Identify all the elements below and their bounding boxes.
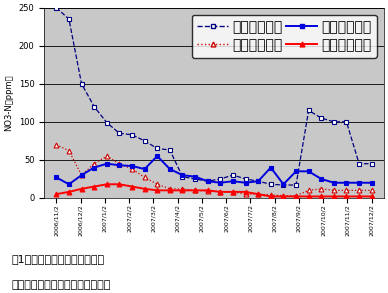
Legend: 慣行３０㎝深, 実証３０㎝深, 慣行７０㎝深, 実証７０㎝深: 慣行３０㎝深, 実証３０㎝深, 慣行７０㎝深, 実証７０㎝深 xyxy=(192,15,377,58)
Text: 図1　新栄培体系実証圃場での: 図1 新栄培体系実証圃場での xyxy=(12,254,105,264)
Text: 土壌中硝酸態窒素濃度の推移: 土壌中硝酸態窒素濃度の推移 xyxy=(12,280,111,290)
Y-axis label: NO3-N（ppm）: NO3-N（ppm） xyxy=(4,74,13,131)
